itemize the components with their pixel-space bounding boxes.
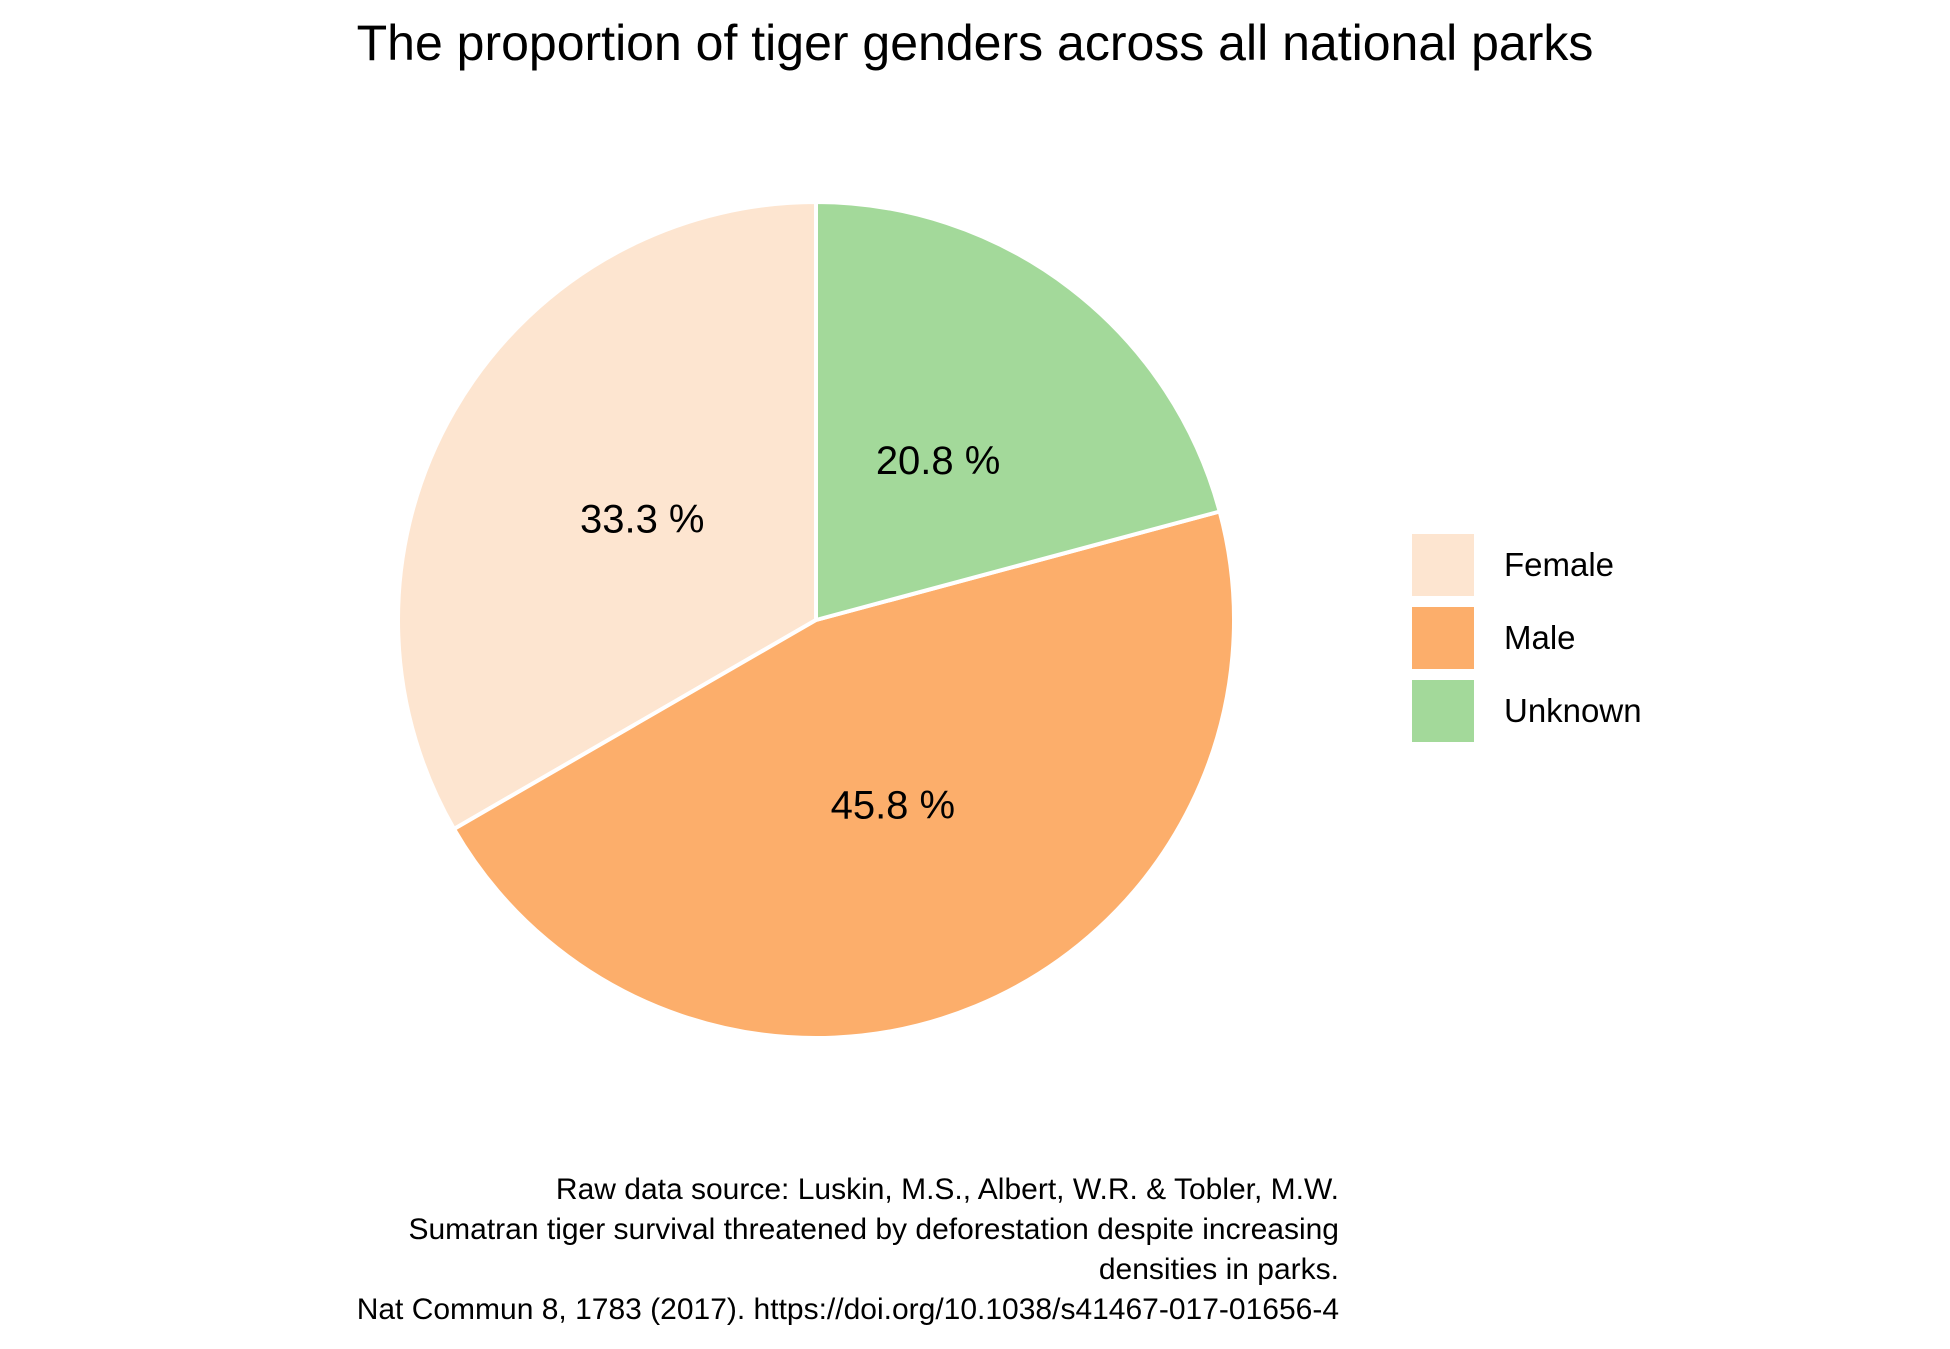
caption-line-2: Sumatran tiger survival threatened by de… [408,1213,1339,1246]
pie-labels: 33.3 % 45.8 % 20.8 % [580,439,1000,828]
caption-line-3: densities in parks. [1098,1253,1339,1286]
pie-label-unknown: 20.8 % [876,439,1001,483]
pie-label-female: 33.3 % [580,498,705,542]
caption-line-4: Nat Commun 8, 1783 (2017). https://doi.o… [356,1293,1339,1326]
legend-item-unknown: Unknown [1412,674,1642,747]
pie-label-male: 45.8 % [831,783,956,827]
pie-slices [396,200,1236,1040]
caption-line-1: Raw data source: Luskin, M.S., Albert, W… [555,1173,1339,1206]
legend-label-female: Female [1504,545,1615,583]
legend-swatch-female [1412,533,1474,596]
legend-item-male: Male [1412,601,1642,674]
pie-slice-male [452,509,1236,1040]
legend-swatch-male [1412,606,1474,669]
pie-slice-female [396,200,818,831]
legend-item-female: Female [1412,528,1642,601]
chart-title: The proportion of tiger genders across a… [356,15,1594,71]
legend-label-male: Male [1504,618,1576,656]
legend: Female Male Unknown [1412,528,1642,747]
legend-swatch-unknown [1412,679,1474,742]
legend-label-unknown: Unknown [1504,691,1642,729]
source-caption: Raw data source: Luskin, M.S., Albert, W… [357,1170,1339,1330]
pie-slice-unknown [814,200,1222,622]
